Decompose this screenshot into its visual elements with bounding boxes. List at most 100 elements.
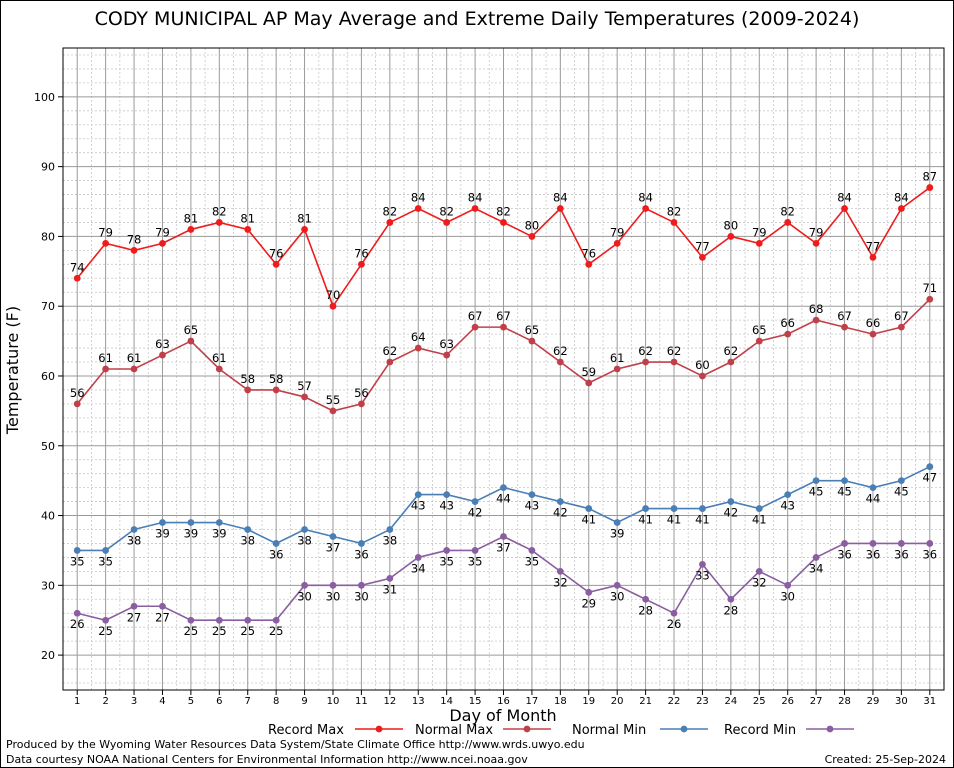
- data-label: 79: [809, 225, 824, 239]
- x-tick-label: 17: [526, 696, 539, 707]
- data-point: [130, 602, 138, 610]
- data-label: 35: [439, 554, 454, 568]
- data-point: [812, 239, 820, 247]
- data-label: 41: [638, 513, 653, 527]
- chart-title: CODY MUNICIPAL AP May Average and Extrem…: [94, 8, 860, 30]
- data-label: 84: [411, 191, 426, 205]
- data-point: [897, 323, 905, 331]
- data-label: 38: [297, 534, 312, 548]
- data-point: [869, 253, 877, 261]
- data-label: 56: [70, 386, 85, 400]
- data-label: 43: [439, 499, 454, 513]
- data-point: [443, 491, 451, 499]
- data-label: 26: [667, 617, 682, 631]
- data-point: [215, 219, 223, 226]
- data-point: [102, 547, 110, 554]
- data-label: 43: [780, 499, 795, 513]
- data-point: [784, 330, 792, 338]
- x-tick-label: 8: [273, 696, 279, 707]
- data-point: [670, 358, 678, 366]
- data-point: [699, 560, 706, 568]
- data-label: 61: [610, 351, 625, 365]
- data-point: [159, 602, 166, 610]
- data-point: [642, 505, 649, 512]
- data-point: [443, 219, 451, 226]
- data-point: [130, 365, 138, 373]
- data-label: 62: [553, 344, 568, 358]
- data-point: [755, 505, 763, 512]
- data-label: 41: [581, 513, 596, 527]
- data-label: 30: [780, 589, 795, 603]
- data-point: [699, 505, 706, 512]
- data-label: 70: [326, 288, 341, 302]
- legend-label: Record Max: [268, 723, 344, 738]
- data-label: 39: [184, 527, 199, 541]
- legend-label: Record Min: [724, 723, 796, 738]
- data-point: [784, 581, 792, 589]
- data-label: 34: [809, 561, 824, 575]
- data-point: [699, 372, 706, 380]
- data-label: 66: [780, 316, 795, 330]
- data-label: 84: [553, 191, 568, 205]
- data-label: 87: [922, 170, 937, 184]
- data-label: 39: [155, 527, 170, 541]
- series-normal-max: 56 61 61 63 65 61 58 58 57 55 56 62 64 63 67 67 65 62 59 61…: [70, 281, 937, 415]
- x-tick-label: 23: [696, 696, 709, 707]
- x-tick-label: 30: [895, 696, 908, 707]
- data-point: [386, 219, 394, 226]
- data-point: [613, 581, 621, 589]
- data-label: 42: [724, 506, 739, 520]
- data-point: [329, 533, 337, 540]
- data-label: 43: [525, 499, 540, 513]
- data-label: 44: [866, 492, 881, 506]
- data-label: 76: [581, 246, 596, 260]
- data-point: [897, 540, 905, 547]
- y-tick-label: 100: [34, 91, 55, 104]
- data-label: 84: [894, 191, 909, 205]
- legend-swatch-marker: [375, 725, 383, 733]
- data-point: [73, 609, 81, 617]
- data-point: [386, 526, 394, 533]
- x-tick-label: 27: [810, 696, 823, 707]
- x-tick-label: 9: [301, 696, 307, 707]
- data-point: [926, 295, 934, 303]
- data-label: 56: [354, 386, 369, 400]
- data-label: 82: [496, 204, 511, 218]
- data-point: [159, 351, 166, 359]
- data-point: [414, 554, 422, 561]
- data-label: 38: [240, 534, 255, 548]
- data-label: 81: [184, 211, 199, 225]
- data-point: [358, 400, 365, 408]
- data-point: [358, 540, 365, 547]
- data-point: [130, 526, 138, 533]
- data-point: [926, 463, 934, 471]
- data-point: [414, 205, 422, 212]
- data-point: [187, 616, 195, 624]
- data-point: [926, 540, 934, 547]
- data-label: 63: [439, 337, 454, 351]
- data-point: [528, 547, 536, 554]
- data-point: [869, 540, 877, 547]
- data-label: 45: [894, 485, 909, 499]
- data-point: [471, 547, 479, 554]
- data-point: [727, 498, 735, 505]
- x-tick-label: 4: [159, 696, 165, 707]
- data-point: [272, 616, 280, 624]
- data-point: [556, 498, 564, 505]
- data-point: [812, 477, 820, 485]
- data-label: 82: [439, 204, 454, 218]
- data-label: 84: [837, 191, 852, 205]
- legend-swatch-marker: [826, 725, 834, 733]
- data-point: [500, 484, 507, 492]
- data-point: [642, 205, 649, 212]
- data-point: [102, 365, 110, 373]
- series-normal-min: 35 35 38 39 39 39 38 36 38 37 36 38 43 43 42 44 43 42 41 39…: [70, 463, 937, 568]
- data-label: 38: [383, 534, 398, 548]
- series-layer: 74 79 78 79 81 82 81 76 81 70 76 82 84 82 84 82 80 84 76 79…: [70, 170, 937, 639]
- data-label: 68: [809, 302, 824, 316]
- data-label: 35: [525, 554, 540, 568]
- data-point: [613, 239, 621, 247]
- data-label: 37: [326, 540, 341, 554]
- data-label: 82: [780, 204, 795, 218]
- data-label: 78: [127, 232, 142, 246]
